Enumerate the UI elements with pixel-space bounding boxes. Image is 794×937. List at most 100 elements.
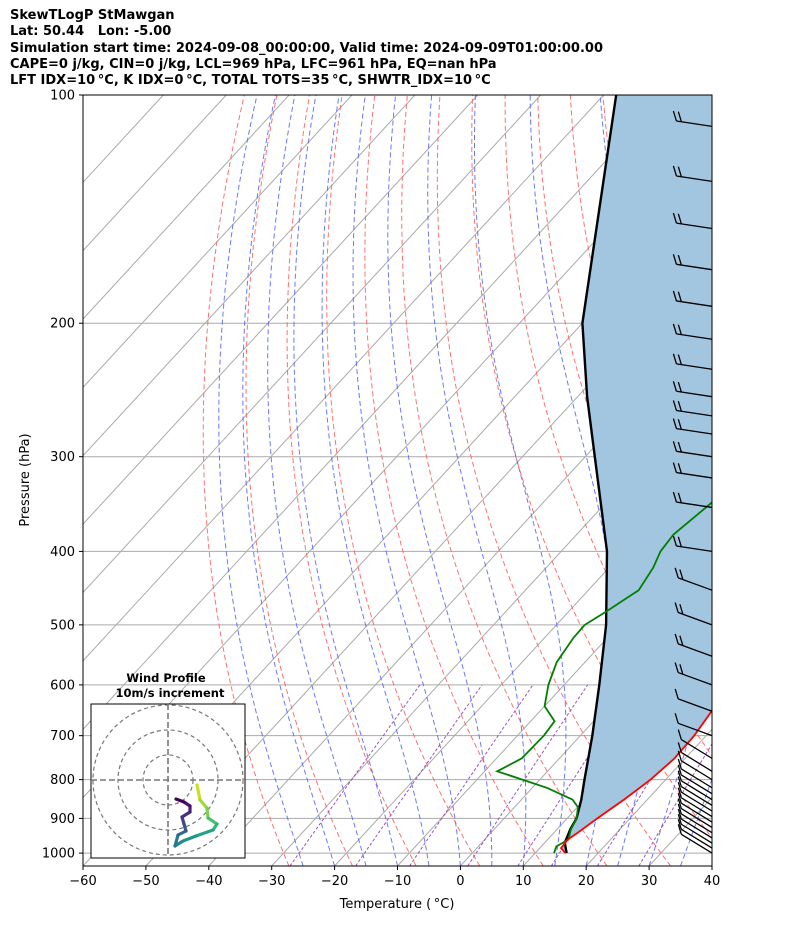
- mixing-ratio-line: [596, 684, 710, 866]
- barb-feather: [674, 567, 679, 579]
- barb-feather: [677, 401, 682, 412]
- barb-feather: [674, 602, 679, 613]
- barb-feather: [677, 111, 682, 122]
- barb-staff: [677, 577, 713, 591]
- barb-feather: [677, 750, 682, 761]
- wind-barb: [677, 824, 713, 854]
- wind-barb: [672, 254, 713, 271]
- mixing-ratio-line: [467, 684, 589, 866]
- wind-barb: [672, 381, 713, 398]
- dry-adiabat: [286, 95, 417, 866]
- barb-staff: [676, 120, 713, 128]
- moist-adiabat: [474, 95, 567, 866]
- axes: −60 −50 −40 −30 −20 −10 0 10 20 30 40 1000 900 800 700…: [42, 89, 720, 890]
- wind-barb: [674, 713, 713, 737]
- dry-adiabat: [733, 95, 794, 866]
- x-tick-label: −10: [384, 874, 411, 889]
- y-tick-label: 900: [50, 812, 75, 827]
- barb-staff: [680, 828, 713, 849]
- barb-feather: [672, 254, 678, 265]
- wind-barb: [677, 798, 713, 828]
- wind-barb: [677, 764, 713, 795]
- barb-staff: [680, 768, 713, 789]
- barb-feather: [672, 323, 678, 335]
- y-tick-label: 200: [50, 317, 75, 332]
- wind-barb: [672, 491, 713, 509]
- barb-staff: [676, 222, 713, 230]
- y-tick-label: 100: [50, 89, 75, 104]
- barb-feather: [677, 808, 682, 820]
- barb-staff: [680, 785, 713, 806]
- moist-adiabat: [648, 95, 712, 866]
- isotherm-line: [83, 95, 227, 252]
- x-tick-label: 20: [578, 874, 595, 889]
- barb-staff: [676, 471, 713, 479]
- barb-feather: [677, 776, 682, 787]
- isotherm-line: [145, 249, 712, 866]
- barb-feather: [679, 664, 684, 675]
- hodograph-inset: [90, 703, 246, 859]
- barb-feather: [677, 166, 682, 177]
- x-tick-label: 40: [704, 874, 721, 889]
- barb-feather: [677, 798, 682, 809]
- chart-title: SkewTLogP StMawgan: [10, 8, 175, 23]
- wind-barb: [677, 750, 713, 781]
- barb-staff: [676, 333, 713, 340]
- barb-staff: [680, 797, 713, 818]
- barb-feather: [677, 770, 682, 781]
- barb-staff: [680, 813, 713, 834]
- isotherm-line: [83, 95, 667, 730]
- moist-adiabat: [387, 95, 493, 866]
- mixing-ratio-line: [289, 684, 421, 866]
- barb-staff: [676, 427, 713, 435]
- barb-feather: [677, 781, 682, 793]
- barb-feather: [679, 604, 684, 615]
- time-line: Simulation start time: 2024-09-08_00:00:…: [10, 40, 603, 56]
- x-tick-label: −60: [69, 874, 96, 889]
- hodograph-segment: [206, 816, 219, 826]
- barb-staff: [676, 363, 713, 370]
- isotherm-line: [83, 95, 604, 662]
- barb-staff: [680, 802, 713, 823]
- wind-barb: [672, 462, 713, 479]
- wind-barb: [677, 787, 713, 818]
- barb-feather: [672, 212, 678, 224]
- temperature-line: [559, 708, 712, 854]
- y-tick-label: 1000: [42, 847, 75, 862]
- barb-feather: [674, 633, 679, 645]
- barb-feather: [672, 418, 678, 429]
- wind-barb: [674, 567, 713, 591]
- chart-header: SkewTLogP StMawgan Lat: 50.44 Lon: -5.00 S…: [10, 8, 603, 89]
- y-tick-label: 600: [50, 678, 75, 693]
- y-tick-label: 500: [50, 618, 75, 633]
- wind-barb: [677, 758, 713, 789]
- barb-staff: [680, 791, 713, 812]
- barb-feather: [677, 787, 682, 798]
- barb-feather: [672, 462, 678, 473]
- barb-feather: [672, 353, 678, 365]
- moist-adiabat: [293, 95, 398, 866]
- wind-barb: [674, 602, 713, 626]
- barb-feather: [677, 764, 682, 776]
- barb-staff: [680, 760, 713, 781]
- mixing-ratio-line: [355, 684, 483, 866]
- barb-feather: [672, 381, 678, 392]
- barb-staff: [680, 833, 713, 854]
- isotherm-line: [83, 95, 416, 457]
- isotherm-line: [460, 591, 712, 866]
- barb-feather: [677, 492, 682, 504]
- cape-area: [561, 95, 712, 854]
- barb-staff: [677, 698, 713, 712]
- y-tick-label: 400: [50, 545, 75, 560]
- barb-staff: [676, 501, 713, 509]
- y-tick-label: 300: [50, 450, 75, 465]
- wind-barb: [677, 729, 713, 759]
- wind-barb: [672, 323, 713, 340]
- isotherm-line: [208, 318, 712, 866]
- wind-barbs: [672, 110, 713, 854]
- barb-feather: [677, 819, 682, 830]
- x-tick-label: 10: [515, 874, 532, 889]
- dry-adiabat: [202, 95, 290, 866]
- barb-feather: [674, 662, 679, 673]
